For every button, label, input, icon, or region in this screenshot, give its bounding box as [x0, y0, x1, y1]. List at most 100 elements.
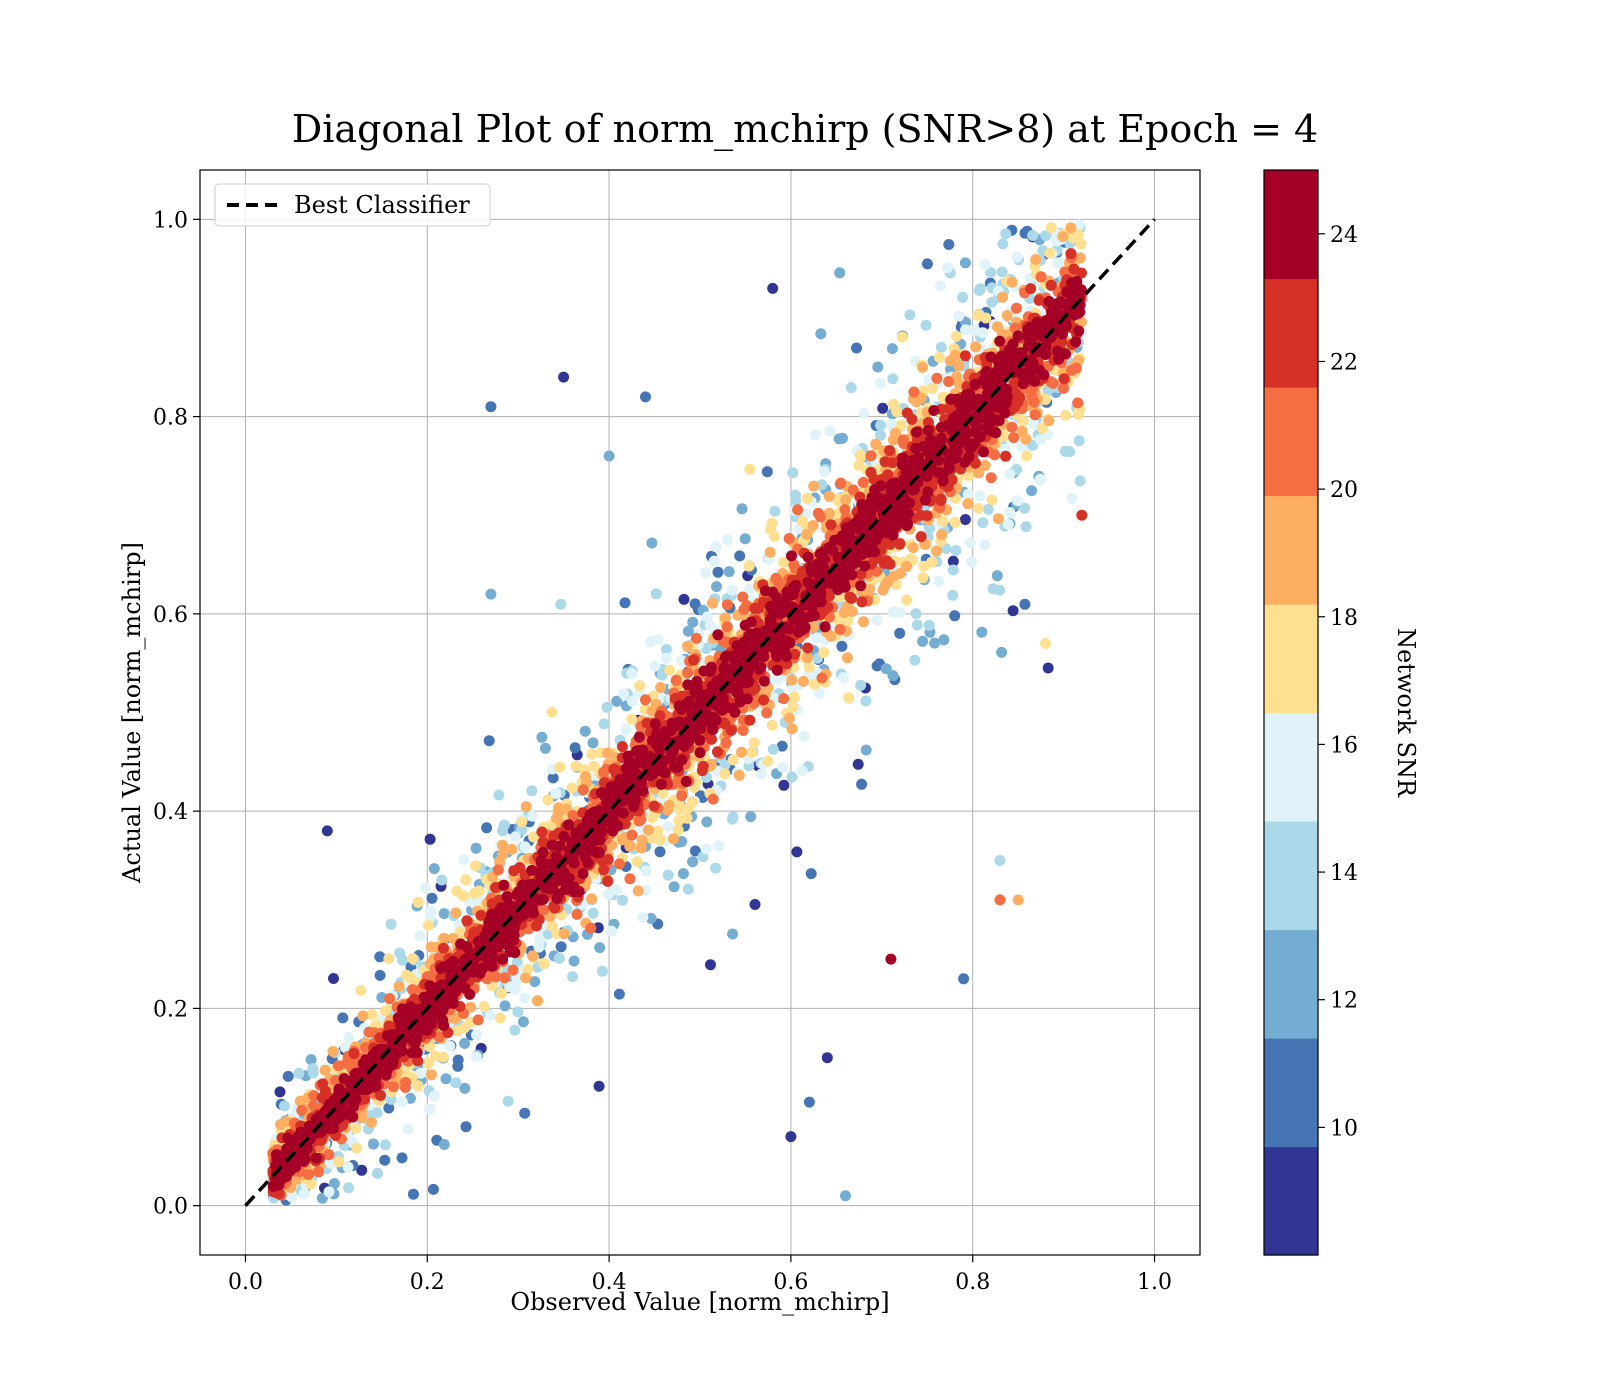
scatter-point [682, 667, 694, 679]
scatter-point [483, 735, 495, 747]
scatter-point [825, 519, 837, 531]
scatter-point [351, 1142, 363, 1154]
scatter-point [497, 848, 509, 860]
scatter-point [1066, 364, 1078, 376]
scatter-point [947, 589, 959, 601]
scatter-point [874, 377, 886, 389]
scatter-point [308, 1100, 320, 1112]
scatter-point [1043, 415, 1055, 427]
scatter-point [860, 744, 872, 756]
scatter-point [602, 888, 614, 900]
scatter-point [803, 1096, 815, 1108]
scatter-point [907, 542, 919, 554]
scatter-point [577, 784, 589, 796]
scatter-point [700, 843, 712, 855]
scatter-point [307, 1067, 319, 1079]
scatter-point [634, 680, 646, 692]
scatter-point [865, 466, 877, 478]
scatter-point [791, 846, 803, 858]
scatter-point [758, 694, 769, 706]
scatter-point [875, 429, 886, 441]
scatter-point [379, 1154, 391, 1166]
scatter-point [601, 701, 613, 713]
scatter-point [396, 1096, 408, 1108]
scatter-point [428, 1090, 440, 1102]
scatter-point [1060, 409, 1072, 421]
scatter-point [801, 492, 813, 504]
scatter-point [357, 1010, 369, 1022]
scatter-point [727, 928, 739, 940]
scatter-point [436, 874, 448, 886]
scatter-point [484, 1009, 496, 1021]
scatter-point [1075, 267, 1087, 279]
scatter-point [710, 541, 722, 553]
scatter-point [475, 909, 487, 921]
scatter-point [997, 238, 1009, 250]
scatter-point [676, 655, 687, 667]
scatter-point [379, 1139, 391, 1151]
scatter-point [935, 280, 946, 292]
scatter-point [343, 1182, 355, 1194]
scatter-point [713, 840, 725, 852]
scatter-point [1017, 415, 1029, 427]
scatter-points [267, 219, 1088, 1206]
scatter-point [957, 291, 969, 303]
scatter-point [519, 1107, 531, 1119]
scatter-point [1037, 422, 1048, 434]
scatter-point [437, 1051, 449, 1063]
scatter-point [1020, 433, 1032, 445]
scatter-point [766, 719, 778, 731]
scatter-point [690, 632, 702, 644]
scatter-point [858, 407, 870, 419]
scatter-point [1065, 222, 1077, 234]
scatter-point [1025, 283, 1037, 295]
scatter-point [514, 862, 526, 873]
scatter-point [844, 591, 856, 603]
scatter-point [705, 959, 716, 971]
scatter-point [906, 413, 918, 425]
scatter-point [597, 965, 608, 977]
scatter-point [459, 1037, 471, 1049]
scatter-point [536, 731, 548, 743]
scatter-point [834, 267, 846, 279]
scatter-point [841, 652, 853, 664]
scatter-point [1035, 271, 1047, 283]
scatter-point [645, 912, 657, 924]
scatter-point [414, 930, 426, 942]
scatter-point [783, 712, 795, 724]
scatter-point [444, 1040, 456, 1052]
scatter-point [516, 824, 528, 836]
scatter-point [737, 591, 749, 603]
scatter-point [788, 691, 800, 703]
scatter-point [979, 259, 991, 271]
scatter-point [586, 748, 598, 760]
scatter-point [520, 972, 532, 984]
scatter-point [502, 1095, 514, 1107]
scatter-point [407, 1188, 419, 1200]
scatter-point [894, 607, 906, 619]
scatter-point [458, 854, 470, 866]
scatter-point [342, 1161, 354, 1173]
scatter-point [895, 419, 907, 431]
scatter-point [1040, 394, 1051, 405]
scatter-point [616, 834, 628, 846]
scatter-point [1040, 230, 1052, 242]
scatter-point [1029, 409, 1041, 421]
scatter-point [554, 761, 566, 773]
scatter-point [909, 654, 921, 666]
scatter-point [313, 1166, 324, 1178]
scatter-point [924, 523, 935, 534]
scatter-point [419, 882, 431, 894]
scatter-point [803, 661, 815, 673]
scatter-point [921, 258, 933, 270]
scatter-point [816, 672, 828, 684]
scatter-point [917, 635, 929, 647]
scatter-point [851, 342, 862, 354]
scatter-point [512, 1006, 524, 1018]
scatter-point [719, 612, 731, 624]
scatter-point [722, 534, 733, 546]
scatter-point [497, 825, 508, 837]
scatter-point [424, 833, 436, 845]
scatter-point [744, 463, 756, 475]
scatter-point [711, 581, 722, 593]
